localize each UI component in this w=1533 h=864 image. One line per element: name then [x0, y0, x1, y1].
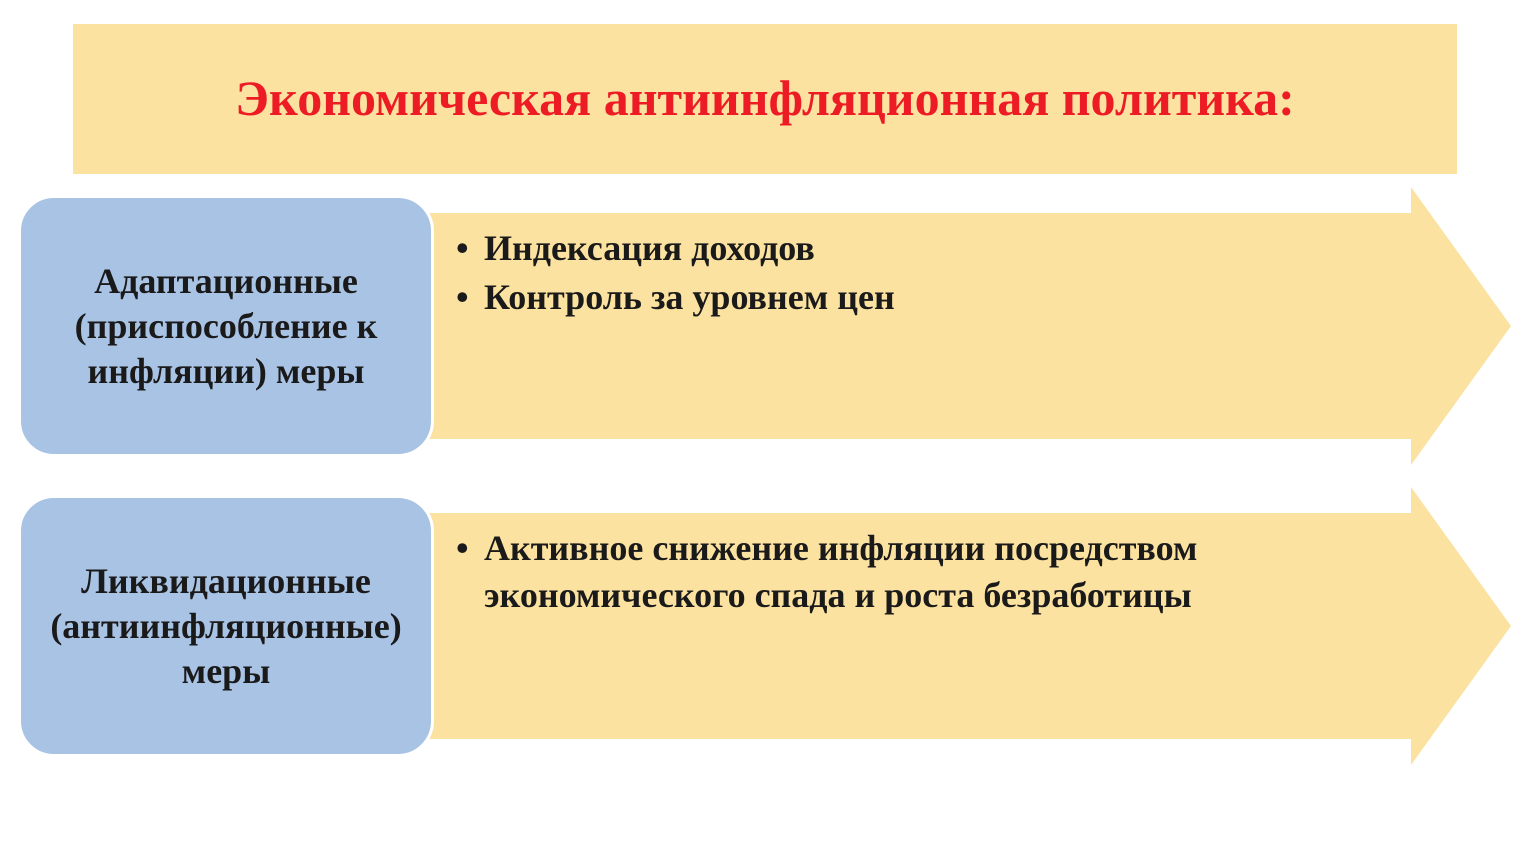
bullet-list-liquidation: Активное снижение инфляции посредством э… — [450, 525, 1410, 621]
row-liquidation: Ликвидационные (антиинфляционные) меры А… — [18, 495, 1518, 757]
arrow-head-icon — [1411, 487, 1511, 765]
list-item: Активное снижение инфляции посредством э… — [450, 525, 1410, 619]
category-label-liquidation: Ликвидационные (антиинфляционные) меры — [18, 495, 434, 757]
row-adaptation: Адаптационные (приспособление к инфляции… — [18, 195, 1518, 457]
list-item: Контроль за уровнем цен — [450, 274, 1410, 321]
list-item: Индексация доходов — [450, 225, 1410, 272]
slide-title: Экономическая антиинфляционная политика: — [73, 24, 1457, 174]
bullet-list-adaptation: Индексация доходов Контроль за уровнем ц… — [450, 225, 1410, 323]
category-label-adaptation: Адаптационные (приспособление к инфляции… — [18, 195, 434, 457]
arrow-head-icon — [1411, 187, 1511, 465]
slide: Экономическая антиинфляционная политика:… — [0, 0, 1533, 864]
